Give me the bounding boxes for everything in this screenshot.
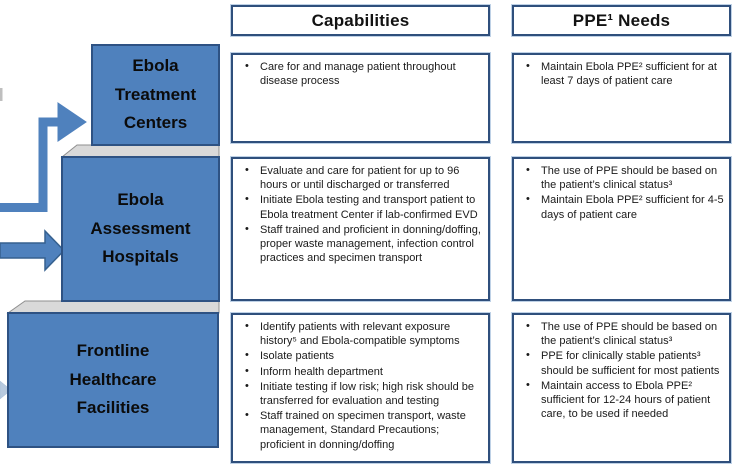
capabilities-panel-assessment-hospitals: Evaluate and care for patient for up to … <box>231 157 490 301</box>
bullet-item: Isolate patients <box>241 348 484 363</box>
capabilities-panel-frontline-facilities: Identify patients with relevant exposure… <box>231 313 490 463</box>
bullet-item: Maintain Ebola PPE² sufficient for 4-5 d… <box>522 192 725 221</box>
bullet-item: Maintain access to Ebola PPE² sufficient… <box>522 378 725 422</box>
step-ledge-2 <box>6 300 220 314</box>
ppe-panel-assessment-hospitals: The use of PPE should be based on the pa… <box>512 157 731 301</box>
ppe-list: The use of PPE should be based on the pa… <box>514 315 729 421</box>
ppe-panel-treatment-centers: Maintain Ebola PPE² sufficient for at le… <box>512 53 731 143</box>
capabilities-list: Evaluate and care for patient for up to … <box>233 159 488 265</box>
bullet-item: Staff trained on specimen transport, was… <box>241 408 484 452</box>
capabilities-column-header: Capabilities <box>231 5 490 36</box>
bullet-item: Staff trained and proficient in donning/… <box>241 222 484 266</box>
ppe-list: The use of PPE should be based on the pa… <box>514 159 729 222</box>
bullet-item: Evaluate and care for patient for up to … <box>241 163 484 192</box>
bullet-item: Initiate Ebola testing and transport pat… <box>241 192 484 221</box>
bullet-item: The use of PPE should be based on the pa… <box>522 163 725 192</box>
bullet-item: Initiate testing if low risk; high risk … <box>241 379 484 408</box>
ppe-list: Maintain Ebola PPE² sufficient for at le… <box>514 55 729 88</box>
bullet-item: Inform health department <box>241 364 484 379</box>
tier-box-frontline-facilities <box>7 312 219 448</box>
capabilities-list: Identify patients with relevant exposure… <box>233 315 488 452</box>
capabilities-panel-treatment-centers: Care for and manage patient throughout d… <box>231 53 490 143</box>
bullet-item: The use of PPE should be based on the pa… <box>522 319 725 348</box>
tier-box-treatment-centers <box>91 44 220 146</box>
bullet-item: PPE for clinically stable patients³ shou… <box>522 348 725 377</box>
elbow-arrow-to-treatment-centers <box>0 102 87 212</box>
arrow-to-assessment-hospitals <box>0 229 66 272</box>
bullet-item: Identify patients with relevant exposure… <box>241 319 484 348</box>
bullet-item: Maintain Ebola PPE² sufficient for at le… <box>522 59 725 88</box>
bullet-item: Care for and manage patient throughout d… <box>241 59 484 88</box>
ppe-needs-column-header: PPE¹ Needs <box>512 5 731 36</box>
capabilities-header-label: Capabilities <box>311 10 410 30</box>
capabilities-list: Care for and manage patient throughout d… <box>233 55 488 88</box>
pale-arrow-to-frontline <box>0 380 12 400</box>
edge-artifact <box>0 88 3 101</box>
step-ledge-1 <box>60 144 220 158</box>
ppe-panel-frontline-facilities: The use of PPE should be based on the pa… <box>512 313 731 463</box>
tier-box-assessment-hospitals <box>61 156 220 302</box>
ppe-needs-header-label: PPE¹ Needs <box>572 10 671 30</box>
